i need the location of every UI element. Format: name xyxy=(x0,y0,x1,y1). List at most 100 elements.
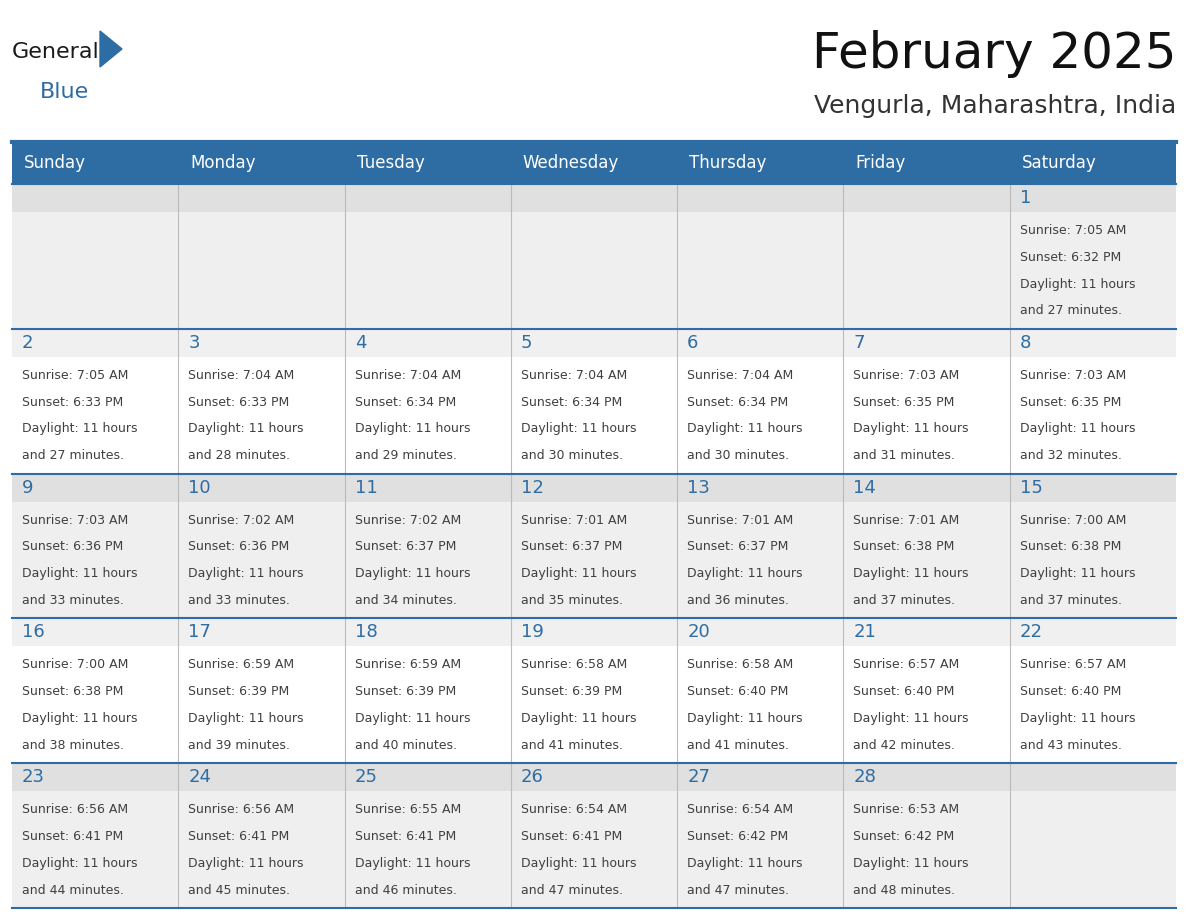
Bar xyxy=(178,619,345,646)
Text: 14: 14 xyxy=(853,478,877,497)
Text: February 2025: February 2025 xyxy=(811,30,1176,78)
Bar xyxy=(677,184,843,212)
Bar xyxy=(12,763,178,791)
Bar xyxy=(345,763,511,791)
Text: and 28 minutes.: and 28 minutes. xyxy=(188,449,290,462)
Bar xyxy=(511,763,677,791)
Text: Sunrise: 6:59 AM: Sunrise: 6:59 AM xyxy=(188,658,295,671)
Text: 24: 24 xyxy=(188,768,211,786)
Text: Daylight: 11 hours: Daylight: 11 hours xyxy=(520,856,637,869)
Bar xyxy=(178,763,345,791)
Text: and 33 minutes.: and 33 minutes. xyxy=(23,594,124,607)
Text: 9: 9 xyxy=(23,478,33,497)
Text: and 33 minutes.: and 33 minutes. xyxy=(188,594,290,607)
Text: and 27 minutes.: and 27 minutes. xyxy=(1019,305,1121,318)
Text: Sunrise: 7:02 AM: Sunrise: 7:02 AM xyxy=(188,513,295,527)
Text: and 31 minutes.: and 31 minutes. xyxy=(853,449,955,462)
Text: and 42 minutes.: and 42 minutes. xyxy=(853,739,955,752)
Bar xyxy=(12,184,1176,329)
Text: Sunrise: 6:58 AM: Sunrise: 6:58 AM xyxy=(687,658,794,671)
Text: and 45 minutes.: and 45 minutes. xyxy=(188,883,290,897)
Text: Sunset: 6:37 PM: Sunset: 6:37 PM xyxy=(354,541,456,554)
Text: Daylight: 11 hours: Daylight: 11 hours xyxy=(1019,567,1136,580)
Text: Sunset: 6:34 PM: Sunset: 6:34 PM xyxy=(354,396,456,409)
Text: Sunset: 6:41 PM: Sunset: 6:41 PM xyxy=(188,830,290,843)
Bar xyxy=(511,184,677,212)
Text: Sunrise: 7:04 AM: Sunrise: 7:04 AM xyxy=(687,369,794,382)
Text: Sunset: 6:35 PM: Sunset: 6:35 PM xyxy=(1019,396,1121,409)
Text: 6: 6 xyxy=(687,334,699,352)
Text: Daylight: 11 hours: Daylight: 11 hours xyxy=(354,567,470,580)
Text: and 37 minutes.: and 37 minutes. xyxy=(1019,594,1121,607)
Text: Sunset: 6:38 PM: Sunset: 6:38 PM xyxy=(1019,541,1121,554)
Bar xyxy=(511,329,677,357)
Text: Daylight: 11 hours: Daylight: 11 hours xyxy=(188,712,304,725)
Bar xyxy=(677,619,843,646)
Bar xyxy=(345,329,511,357)
Text: Sunrise: 7:05 AM: Sunrise: 7:05 AM xyxy=(23,369,128,382)
Text: 21: 21 xyxy=(853,623,877,642)
Text: and 47 minutes.: and 47 minutes. xyxy=(520,883,623,897)
Bar xyxy=(677,763,843,791)
Text: 16: 16 xyxy=(23,623,45,642)
Text: Daylight: 11 hours: Daylight: 11 hours xyxy=(520,422,637,435)
Text: Daylight: 11 hours: Daylight: 11 hours xyxy=(520,712,637,725)
Text: 18: 18 xyxy=(354,623,378,642)
Bar xyxy=(843,763,1010,791)
Text: Daylight: 11 hours: Daylight: 11 hours xyxy=(853,856,969,869)
Text: 25: 25 xyxy=(354,768,378,786)
Text: Wednesday: Wednesday xyxy=(523,154,619,172)
Text: Daylight: 11 hours: Daylight: 11 hours xyxy=(23,567,138,580)
Text: and 34 minutes.: and 34 minutes. xyxy=(354,594,456,607)
Text: Sunrise: 6:53 AM: Sunrise: 6:53 AM xyxy=(853,803,960,816)
Text: Sunset: 6:41 PM: Sunset: 6:41 PM xyxy=(354,830,456,843)
Bar xyxy=(1010,329,1176,357)
Text: General: General xyxy=(12,42,100,62)
Bar xyxy=(1010,619,1176,646)
Text: and 43 minutes.: and 43 minutes. xyxy=(1019,739,1121,752)
Text: and 27 minutes.: and 27 minutes. xyxy=(23,449,124,462)
Text: Saturday: Saturday xyxy=(1022,154,1097,172)
Text: and 40 minutes.: and 40 minutes. xyxy=(354,739,456,752)
Text: Daylight: 11 hours: Daylight: 11 hours xyxy=(188,567,304,580)
Bar xyxy=(12,184,178,212)
Text: Daylight: 11 hours: Daylight: 11 hours xyxy=(354,856,470,869)
Text: Daylight: 11 hours: Daylight: 11 hours xyxy=(188,422,304,435)
Text: Sunrise: 7:02 AM: Sunrise: 7:02 AM xyxy=(354,513,461,527)
Text: Daylight: 11 hours: Daylight: 11 hours xyxy=(687,856,803,869)
Text: Sunrise: 7:00 AM: Sunrise: 7:00 AM xyxy=(23,658,128,671)
Text: Daylight: 11 hours: Daylight: 11 hours xyxy=(188,856,304,869)
Text: Sunrise: 7:04 AM: Sunrise: 7:04 AM xyxy=(188,369,295,382)
Bar xyxy=(1010,763,1176,791)
Text: 2: 2 xyxy=(23,334,33,352)
Text: Sunrise: 6:57 AM: Sunrise: 6:57 AM xyxy=(853,658,960,671)
Bar xyxy=(12,142,1176,184)
Text: Daylight: 11 hours: Daylight: 11 hours xyxy=(853,567,969,580)
Bar xyxy=(677,474,843,501)
Text: Sunset: 6:34 PM: Sunset: 6:34 PM xyxy=(520,396,623,409)
Text: and 37 minutes.: and 37 minutes. xyxy=(853,594,955,607)
Text: and 36 minutes.: and 36 minutes. xyxy=(687,594,789,607)
Text: Sunset: 6:42 PM: Sunset: 6:42 PM xyxy=(853,830,955,843)
Text: Sunset: 6:39 PM: Sunset: 6:39 PM xyxy=(188,685,290,699)
Text: 13: 13 xyxy=(687,478,710,497)
Text: Sunrise: 6:58 AM: Sunrise: 6:58 AM xyxy=(520,658,627,671)
Text: 27: 27 xyxy=(687,768,710,786)
Text: Daylight: 11 hours: Daylight: 11 hours xyxy=(853,422,969,435)
Text: Sunday: Sunday xyxy=(24,154,86,172)
Text: and 47 minutes.: and 47 minutes. xyxy=(687,883,789,897)
Text: Sunrise: 7:04 AM: Sunrise: 7:04 AM xyxy=(520,369,627,382)
Text: Sunrise: 6:56 AM: Sunrise: 6:56 AM xyxy=(23,803,128,816)
Text: 15: 15 xyxy=(1019,478,1043,497)
Text: 28: 28 xyxy=(853,768,877,786)
Text: 23: 23 xyxy=(23,768,45,786)
Bar xyxy=(511,474,677,501)
Text: Sunrise: 7:03 AM: Sunrise: 7:03 AM xyxy=(853,369,960,382)
Text: Sunset: 6:39 PM: Sunset: 6:39 PM xyxy=(520,685,623,699)
Text: Sunset: 6:42 PM: Sunset: 6:42 PM xyxy=(687,830,789,843)
Text: Sunset: 6:34 PM: Sunset: 6:34 PM xyxy=(687,396,789,409)
Text: Daylight: 11 hours: Daylight: 11 hours xyxy=(853,712,969,725)
Text: Daylight: 11 hours: Daylight: 11 hours xyxy=(23,856,138,869)
Bar xyxy=(178,474,345,501)
Bar xyxy=(178,184,345,212)
